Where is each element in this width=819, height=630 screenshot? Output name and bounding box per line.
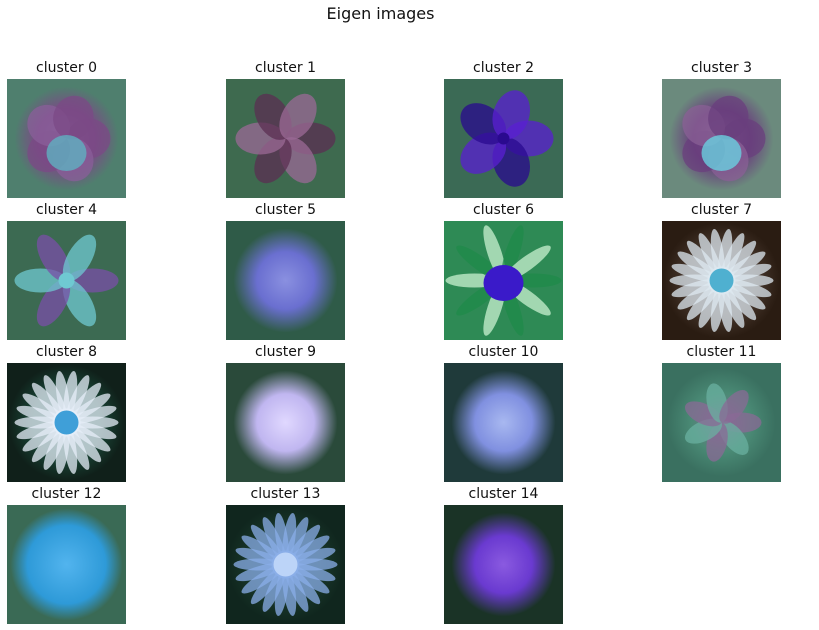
cluster-label: cluster 4 [36,202,97,218]
eigen-image [7,363,126,482]
cluster-label: cluster 14 [468,486,539,502]
eigen-image [444,221,563,340]
cluster-label: cluster 1 [255,60,316,76]
cluster-label: cluster 3 [691,60,752,76]
eigen-image [7,505,126,624]
eigen-image [662,363,781,482]
cluster-label: cluster 11 [686,344,757,360]
cluster-label: cluster 7 [691,202,752,218]
figure-title: Eigen images [326,4,435,23]
eigen-image [444,363,563,482]
cluster-label: cluster 13 [250,486,321,502]
cluster-label: cluster 8 [36,344,97,360]
eigen-image [226,221,345,340]
eigen-image [662,221,781,340]
eigen-image [444,505,563,624]
eigen-image [7,221,126,340]
cluster-label: cluster 12 [31,486,102,502]
cluster-label: cluster 2 [473,60,534,76]
eigen-image [226,79,345,198]
eigen-image [226,363,345,482]
eigen-image [662,79,781,198]
eigen-image [226,505,345,624]
cluster-label: cluster 9 [255,344,316,360]
cluster-label: cluster 6 [473,202,534,218]
eigen-image [7,79,126,198]
eigen-image [444,79,563,198]
cluster-label: cluster 0 [36,60,97,76]
cluster-label: cluster 10 [468,344,539,360]
cluster-label: cluster 5 [255,202,316,218]
